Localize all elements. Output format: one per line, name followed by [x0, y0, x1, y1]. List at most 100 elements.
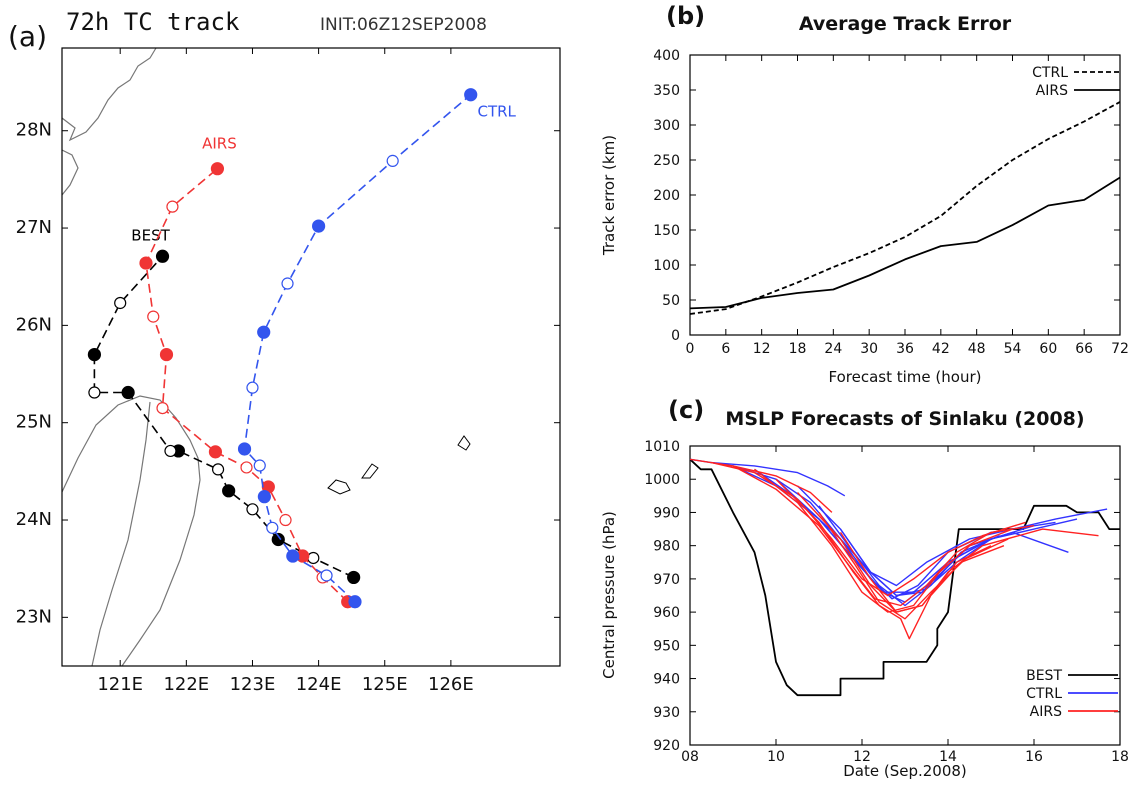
track-point: [237, 442, 252, 456]
x-tick-label: 123E: [230, 674, 276, 695]
series-line: [689, 458, 1108, 587]
track-point: [253, 459, 266, 472]
panel-label: (a): [8, 20, 47, 53]
series-line: [243, 94, 472, 603]
series-label: AIRS: [202, 135, 237, 153]
series-label: CTRL: [478, 103, 517, 121]
track-point: [464, 88, 478, 102]
track-point: [208, 445, 223, 459]
panel: (a) 72h TC track INIT:06Z12SEP2008 121E 122E…: [8, 8, 561, 695]
x-tick-label: 124E: [296, 674, 342, 695]
y-tick-label: 920: [653, 738, 680, 754]
x-tick-label: 12: [753, 341, 771, 357]
panel: (b) Average Track Error Forecast time (hou…: [600, 2, 1129, 386]
china-coast-south: [61, 149, 79, 196]
track-point: [347, 570, 361, 585]
series-line: [93, 255, 355, 579]
taiwan-west-coast: [91, 401, 151, 667]
y-tick-label: 300: [653, 118, 680, 134]
track-point: [114, 296, 127, 310]
y-tick-label: 930: [653, 705, 680, 721]
coastlines: [61, 47, 471, 667]
series-line: [689, 176, 1121, 310]
x-axis-label: Date (Sep.2008): [843, 762, 967, 780]
y-tick-label: 0: [671, 328, 680, 344]
x-tick-label: 121E: [97, 674, 143, 695]
y-tick-label: 990: [653, 505, 680, 521]
track-point: [159, 347, 174, 362]
track-point: [210, 162, 225, 176]
x-tick-label: 0: [686, 341, 695, 357]
series-line: [145, 168, 349, 603]
track-point: [320, 569, 333, 582]
x-tick-label: 125E: [362, 674, 408, 695]
y-tick-label: 25N: [16, 412, 52, 433]
track-point: [88, 386, 101, 399]
track-point: [222, 484, 236, 498]
y-tick-label: 24N: [16, 509, 52, 530]
x-tick-label: 42: [932, 341, 950, 357]
y-tick-label: 50: [662, 293, 680, 309]
track-point: [147, 310, 160, 323]
legend-label: CTRL: [1026, 686, 1062, 702]
chart-title: Average Track Error: [799, 13, 1012, 35]
y-tick-label: 400: [653, 48, 680, 64]
chart-subtitle: INIT:06Z12SEP2008: [320, 15, 487, 35]
legend-label: BEST: [1026, 668, 1062, 684]
island: [327, 479, 351, 495]
plot-frame: [61, 47, 561, 667]
track-point: [156, 401, 169, 415]
x-tick-label: 122E: [163, 674, 209, 695]
y-tick-label: 940: [653, 672, 680, 688]
track-point: [281, 277, 294, 290]
plot-frame: [689, 445, 1121, 746]
track-point: [271, 532, 285, 547]
x-tick-label: 12: [853, 749, 871, 765]
y-tick-label: 1010: [644, 439, 680, 455]
y-tick-label: 1000: [644, 472, 680, 488]
island: [457, 435, 471, 451]
y-axis-label: Track error (km): [600, 135, 618, 256]
series-line: [711, 461, 846, 497]
track-point: [257, 490, 271, 504]
x-tick-label: 6: [721, 341, 730, 357]
y-tick-label: 26N: [16, 314, 52, 335]
track-point: [279, 513, 292, 527]
track-point: [286, 549, 300, 563]
x-tick-label: 36: [896, 341, 914, 357]
panel: (c) MSLP Forecasts of Sinlaku (2008) Date …: [600, 396, 1129, 780]
y-tick-label: 27N: [16, 217, 52, 238]
x-tick-label: 10: [767, 749, 785, 765]
y-tick-label: 100: [653, 258, 680, 274]
series-line: [754, 468, 1013, 613]
island: [361, 463, 379, 479]
chart-title: 72h TC track: [66, 8, 240, 36]
series-line: [818, 512, 1009, 620]
series-line: [689, 101, 1121, 315]
panel-label: (b): [666, 2, 705, 30]
x-axis-label: Forecast time (hour): [829, 368, 982, 386]
track-point: [348, 595, 362, 609]
legend-label: CTRL: [1032, 65, 1068, 81]
track-point: [246, 381, 259, 394]
y-tick-label: 960: [653, 605, 680, 621]
x-tick-label: 24: [824, 341, 842, 357]
track-point: [164, 444, 177, 458]
y-tick-label: 23N: [16, 606, 52, 627]
y-tick-label: 350: [653, 83, 680, 99]
y-tick-label: 950: [653, 638, 680, 654]
y-tick-label: 150: [653, 223, 680, 239]
x-tick-label: 18: [1111, 749, 1129, 765]
track-point: [155, 249, 170, 263]
y-tick-label: 200: [653, 188, 680, 204]
track-point: [240, 461, 253, 474]
x-tick-label: 72: [1111, 341, 1129, 357]
track-point: [166, 200, 179, 213]
series-line: [689, 458, 1120, 697]
track-point: [211, 463, 225, 476]
x-tick-label: 66: [1075, 341, 1093, 357]
x-tick-label: 14: [939, 749, 957, 765]
y-tick-label: 980: [653, 539, 680, 555]
